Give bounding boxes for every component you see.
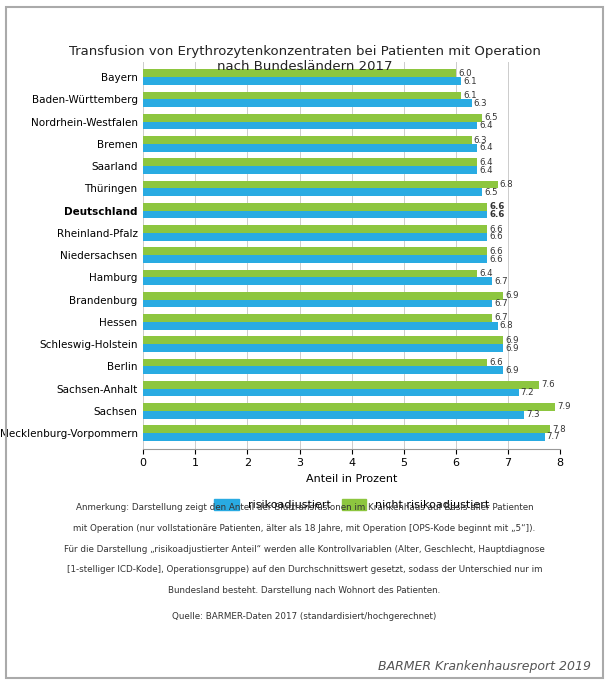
Text: 6.4: 6.4 [479, 269, 493, 278]
Bar [143, 292, 503, 299]
Text: 6.9: 6.9 [505, 291, 518, 300]
Bar [143, 136, 471, 144]
Text: 6.6: 6.6 [490, 202, 505, 211]
Text: 7.7: 7.7 [547, 432, 560, 442]
Bar [143, 114, 482, 122]
Text: 6.6: 6.6 [490, 225, 503, 234]
Text: 6.0: 6.0 [458, 68, 472, 78]
Bar [143, 144, 477, 152]
Bar [143, 336, 503, 344]
Bar [143, 425, 550, 433]
Text: 6.9: 6.9 [505, 343, 518, 353]
Bar [143, 366, 503, 374]
Text: 6.4: 6.4 [479, 158, 493, 167]
Bar [143, 358, 487, 366]
X-axis label: Anteil in Prozent: Anteil in Prozent [306, 474, 398, 484]
Bar [143, 77, 461, 85]
Bar [143, 233, 487, 240]
Bar [143, 203, 487, 211]
Text: Quelle: BARMER-Daten 2017 (standardisiert/hochgerechnet): Quelle: BARMER-Daten 2017 (standardisier… [172, 612, 437, 621]
Bar [143, 188, 482, 196]
Text: 6.6: 6.6 [490, 247, 503, 256]
Text: mit Operation (nur vollstationäre Patienten, älter als 18 Jahre, mit Operation [: mit Operation (nur vollstationäre Patien… [73, 524, 536, 533]
Bar [143, 314, 493, 322]
Bar [143, 255, 487, 263]
Bar [143, 225, 487, 233]
Text: Anmerkung: Darstellung zeigt den Anteil der Bluttransfusionen im Krankenhaus auf: Anmerkung: Darstellung zeigt den Anteil … [76, 503, 533, 512]
Text: 7.8: 7.8 [552, 425, 566, 434]
Text: 7.2: 7.2 [521, 388, 534, 397]
Bar [143, 99, 471, 108]
Bar [143, 411, 524, 419]
Text: 6.7: 6.7 [495, 314, 508, 323]
Text: [1-stelliger ICD-Kode], Operationsgruppe) auf den Durchschnittswert gesetzt, sod: [1-stelliger ICD-Kode], Operationsgruppe… [67, 565, 542, 574]
Text: Transfusion von Erythrozytenkonzentraten bei Patienten mit Operation
nach Bundes: Transfusion von Erythrozytenkonzentraten… [69, 45, 540, 73]
Bar [143, 277, 493, 285]
Bar [143, 211, 487, 219]
Text: 6.3: 6.3 [474, 136, 487, 145]
Text: 6.4: 6.4 [479, 166, 493, 175]
Bar [143, 322, 498, 329]
Text: 6.5: 6.5 [484, 188, 498, 197]
Bar [143, 181, 498, 188]
Text: 6.3: 6.3 [474, 99, 487, 108]
Bar [143, 158, 477, 166]
Text: 6.7: 6.7 [495, 299, 508, 308]
Bar [143, 403, 555, 411]
Bar [143, 69, 456, 77]
Text: Bundesland besteht. Darstellung nach Wohnort des Patienten.: Bundesland besteht. Darstellung nach Woh… [168, 586, 441, 595]
Bar [143, 270, 477, 277]
Bar [143, 92, 461, 99]
Bar [143, 381, 540, 388]
Bar [143, 433, 544, 441]
Bar [143, 122, 477, 129]
Text: 6.5: 6.5 [484, 113, 498, 123]
Text: 7.6: 7.6 [541, 380, 555, 389]
Bar [143, 247, 487, 256]
Bar [143, 388, 518, 397]
Text: BARMER Krankenhausreport 2019: BARMER Krankenhausreport 2019 [378, 660, 591, 673]
Text: 6.6: 6.6 [490, 232, 503, 241]
Text: 6.8: 6.8 [500, 321, 513, 330]
Bar [143, 299, 493, 308]
Text: 6.1: 6.1 [463, 77, 477, 86]
Text: 6.9: 6.9 [505, 366, 518, 375]
Bar [143, 344, 503, 352]
Text: 6.1: 6.1 [463, 91, 477, 100]
Bar [143, 166, 477, 174]
Text: 6.6: 6.6 [490, 210, 505, 219]
Text: 7.9: 7.9 [557, 403, 571, 412]
Text: 6.4: 6.4 [479, 143, 493, 152]
Text: 6.9: 6.9 [505, 336, 518, 345]
Text: 6.6: 6.6 [490, 358, 503, 367]
Text: 6.8: 6.8 [500, 180, 513, 189]
Text: 6.6: 6.6 [490, 255, 503, 264]
Legend: risikoadjustiert, nicht risikoadjustiert: risikoadjustiert, nicht risikoadjustiert [214, 499, 489, 510]
Text: 6.4: 6.4 [479, 121, 493, 130]
Text: Für die Darstellung „risikoadjustierter Anteil“ werden alle Kontrollvariablen (A: Für die Darstellung „risikoadjustierter … [64, 545, 545, 553]
Text: 6.7: 6.7 [495, 277, 508, 286]
Text: 7.3: 7.3 [526, 410, 540, 419]
